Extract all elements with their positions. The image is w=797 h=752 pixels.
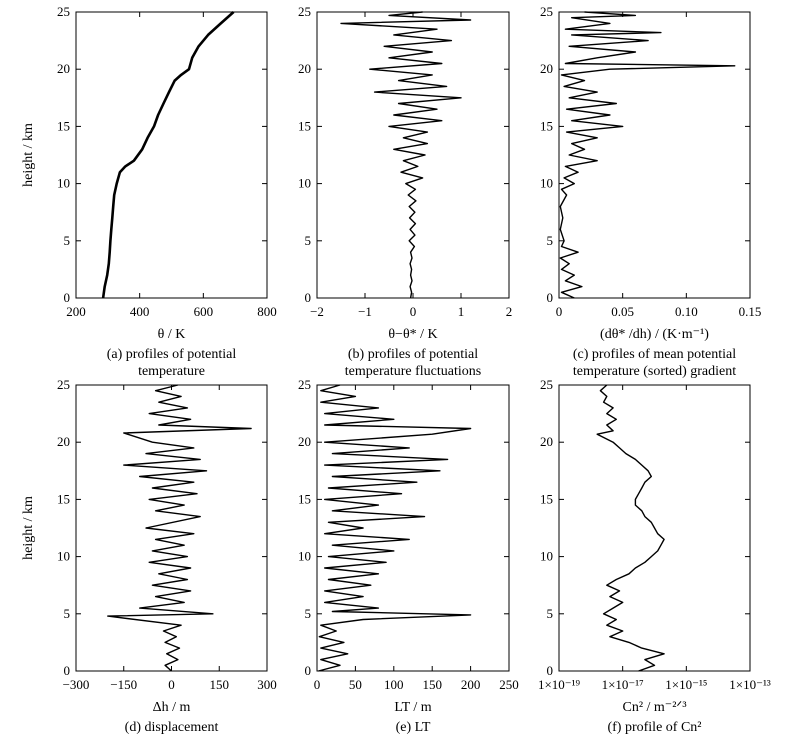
panel-caption: temperature (sorted) gradient [573, 364, 736, 379]
x-tick-label: 200 [461, 677, 481, 692]
y-tick-label: 25 [540, 377, 553, 392]
y-tick-label: 10 [540, 176, 553, 191]
x-tick-label: 1×10⁻¹³ [729, 677, 771, 692]
y-tick-label: 10 [298, 549, 311, 564]
y-tick-label: 20 [57, 434, 70, 449]
y-tick-label: 15 [57, 118, 70, 133]
y-tick-label: 5 [64, 606, 71, 621]
y-tick-label: 25 [57, 4, 70, 19]
panel-caption: (b) profiles of potential [348, 347, 478, 362]
x-axis-label: LT / m [394, 700, 431, 715]
series-line-d [107, 384, 252, 672]
series-line-e [318, 384, 472, 672]
plot-frame-a [75, 11, 268, 299]
y-tick-label: 5 [64, 233, 71, 248]
y-tick-label: 5 [305, 606, 312, 621]
x-tick-label: 150 [422, 677, 442, 692]
y-tick-label: 15 [298, 491, 311, 506]
y-tick-label: 20 [57, 61, 70, 76]
x-tick-label: 0 [556, 304, 563, 319]
panel-a: 0 5 10 15 20 25 200 400 600 800 θ / K height / km (a… [21, 4, 277, 379]
series-line-b [340, 11, 472, 299]
x-tick-label: 800 [257, 304, 277, 319]
y-tick-label: 0 [64, 290, 71, 305]
y-tick-label: 15 [298, 118, 311, 133]
panel-caption: (f) profile of Cn² [607, 720, 701, 735]
x-tick-label: 100 [384, 677, 404, 692]
x-tick-label: 0 [168, 677, 175, 692]
plot-frame-e [316, 384, 510, 672]
x-tick-label: 0.15 [739, 304, 762, 319]
y-tick-label: 20 [298, 61, 311, 76]
y-tick-label: 10 [57, 176, 70, 191]
y-tick-label: 15 [540, 118, 553, 133]
x-tick-label: 150 [210, 677, 230, 692]
y-tick-label: 20 [298, 434, 311, 449]
series-line-a [101, 11, 235, 299]
y-tick-label: 25 [298, 4, 311, 19]
panel-caption: temperature fluctuations [345, 364, 481, 379]
x-tick-label: 0.10 [675, 304, 698, 319]
x-tick-label: −300 [63, 677, 90, 692]
y-tick-label: 15 [540, 491, 553, 506]
panel-caption: (d) displacement [125, 720, 219, 735]
series-line-f [596, 384, 665, 672]
x-tick-label: 1 [458, 304, 465, 319]
x-tick-label: 0 [314, 677, 321, 692]
x-tick-label: 300 [257, 677, 277, 692]
y-tick-label: 25 [298, 377, 311, 392]
x-axis-label: (dθ* /dh) / (K·m⁻¹) [600, 327, 709, 342]
x-tick-label: 1×10⁻¹⁷ [602, 677, 644, 692]
y-tick-label: 20 [540, 434, 553, 449]
y-tick-label: 5 [547, 606, 554, 621]
panel-b: 0 5 10 15 20 25 −2 −1 0 1 2 θ−θ* / K (b) profiles of… [298, 4, 512, 379]
x-axis-label: θ−θ* / K [388, 327, 437, 342]
y-tick-label: 10 [540, 549, 553, 564]
y-tick-label: 0 [305, 663, 312, 678]
x-tick-label: 2 [506, 304, 513, 319]
x-tick-label: 200 [66, 304, 86, 319]
x-tick-label: −150 [110, 677, 137, 692]
x-tick-label: −2 [310, 304, 324, 319]
panel-d: 0 5 10 15 20 25 −300 −150 0 150 300 Δh / m height / … [21, 377, 277, 735]
x-tick-label: 1×10⁻¹⁹ [538, 677, 581, 692]
y-tick-label: 0 [305, 290, 312, 305]
y-tick-label: 5 [305, 233, 312, 248]
panel-caption: (e) LT [396, 720, 431, 735]
plot-frame-f [558, 384, 751, 672]
y-tick-label: 25 [540, 4, 553, 19]
x-tick-label: 600 [194, 304, 214, 319]
x-tick-label: 50 [349, 677, 362, 692]
y-tick-label: 5 [547, 233, 554, 248]
y-tick-label: 0 [547, 663, 554, 678]
y-axis-label: height / km [21, 123, 36, 187]
y-tick-label: 0 [64, 663, 71, 678]
plot-frame-c [558, 11, 751, 299]
panel-f: 0 5 10 15 20 25 1×10⁻¹⁹ 1×10⁻¹⁷ 1×10⁻¹⁵ 1×10⁻¹³ Cn… [538, 377, 771, 735]
panel-c: 0 5 10 15 20 25 0 0.05 0.10 0.15 (dθ* /dh) / (K·m⁻… [540, 4, 761, 379]
panel-caption: temperature [138, 364, 205, 379]
x-axis-label: Δh / m [153, 700, 191, 715]
panel-caption: (c) profiles of mean potential [573, 347, 736, 362]
x-axis-label: θ / K [158, 327, 186, 342]
x-tick-label: 250 [499, 677, 519, 692]
x-tick-label: 400 [130, 304, 150, 319]
y-axis-label: height / km [21, 496, 36, 560]
y-tick-label: 10 [57, 549, 70, 564]
x-axis-label: Cn² / m⁻²ᐟ³ [622, 700, 686, 715]
series-line-c [559, 11, 736, 299]
x-tick-label: 0.05 [611, 304, 634, 319]
y-tick-label: 10 [298, 176, 311, 191]
y-tick-label: 25 [57, 377, 70, 392]
x-tick-label: 1×10⁻¹⁵ [665, 677, 707, 692]
panel-caption: (a) profiles of potential [107, 347, 237, 362]
y-tick-label: 0 [547, 290, 554, 305]
x-tick-label: −1 [358, 304, 372, 319]
x-tick-label: 0 [410, 304, 417, 319]
y-tick-label: 15 [57, 491, 70, 506]
y-tick-label: 20 [540, 61, 553, 76]
